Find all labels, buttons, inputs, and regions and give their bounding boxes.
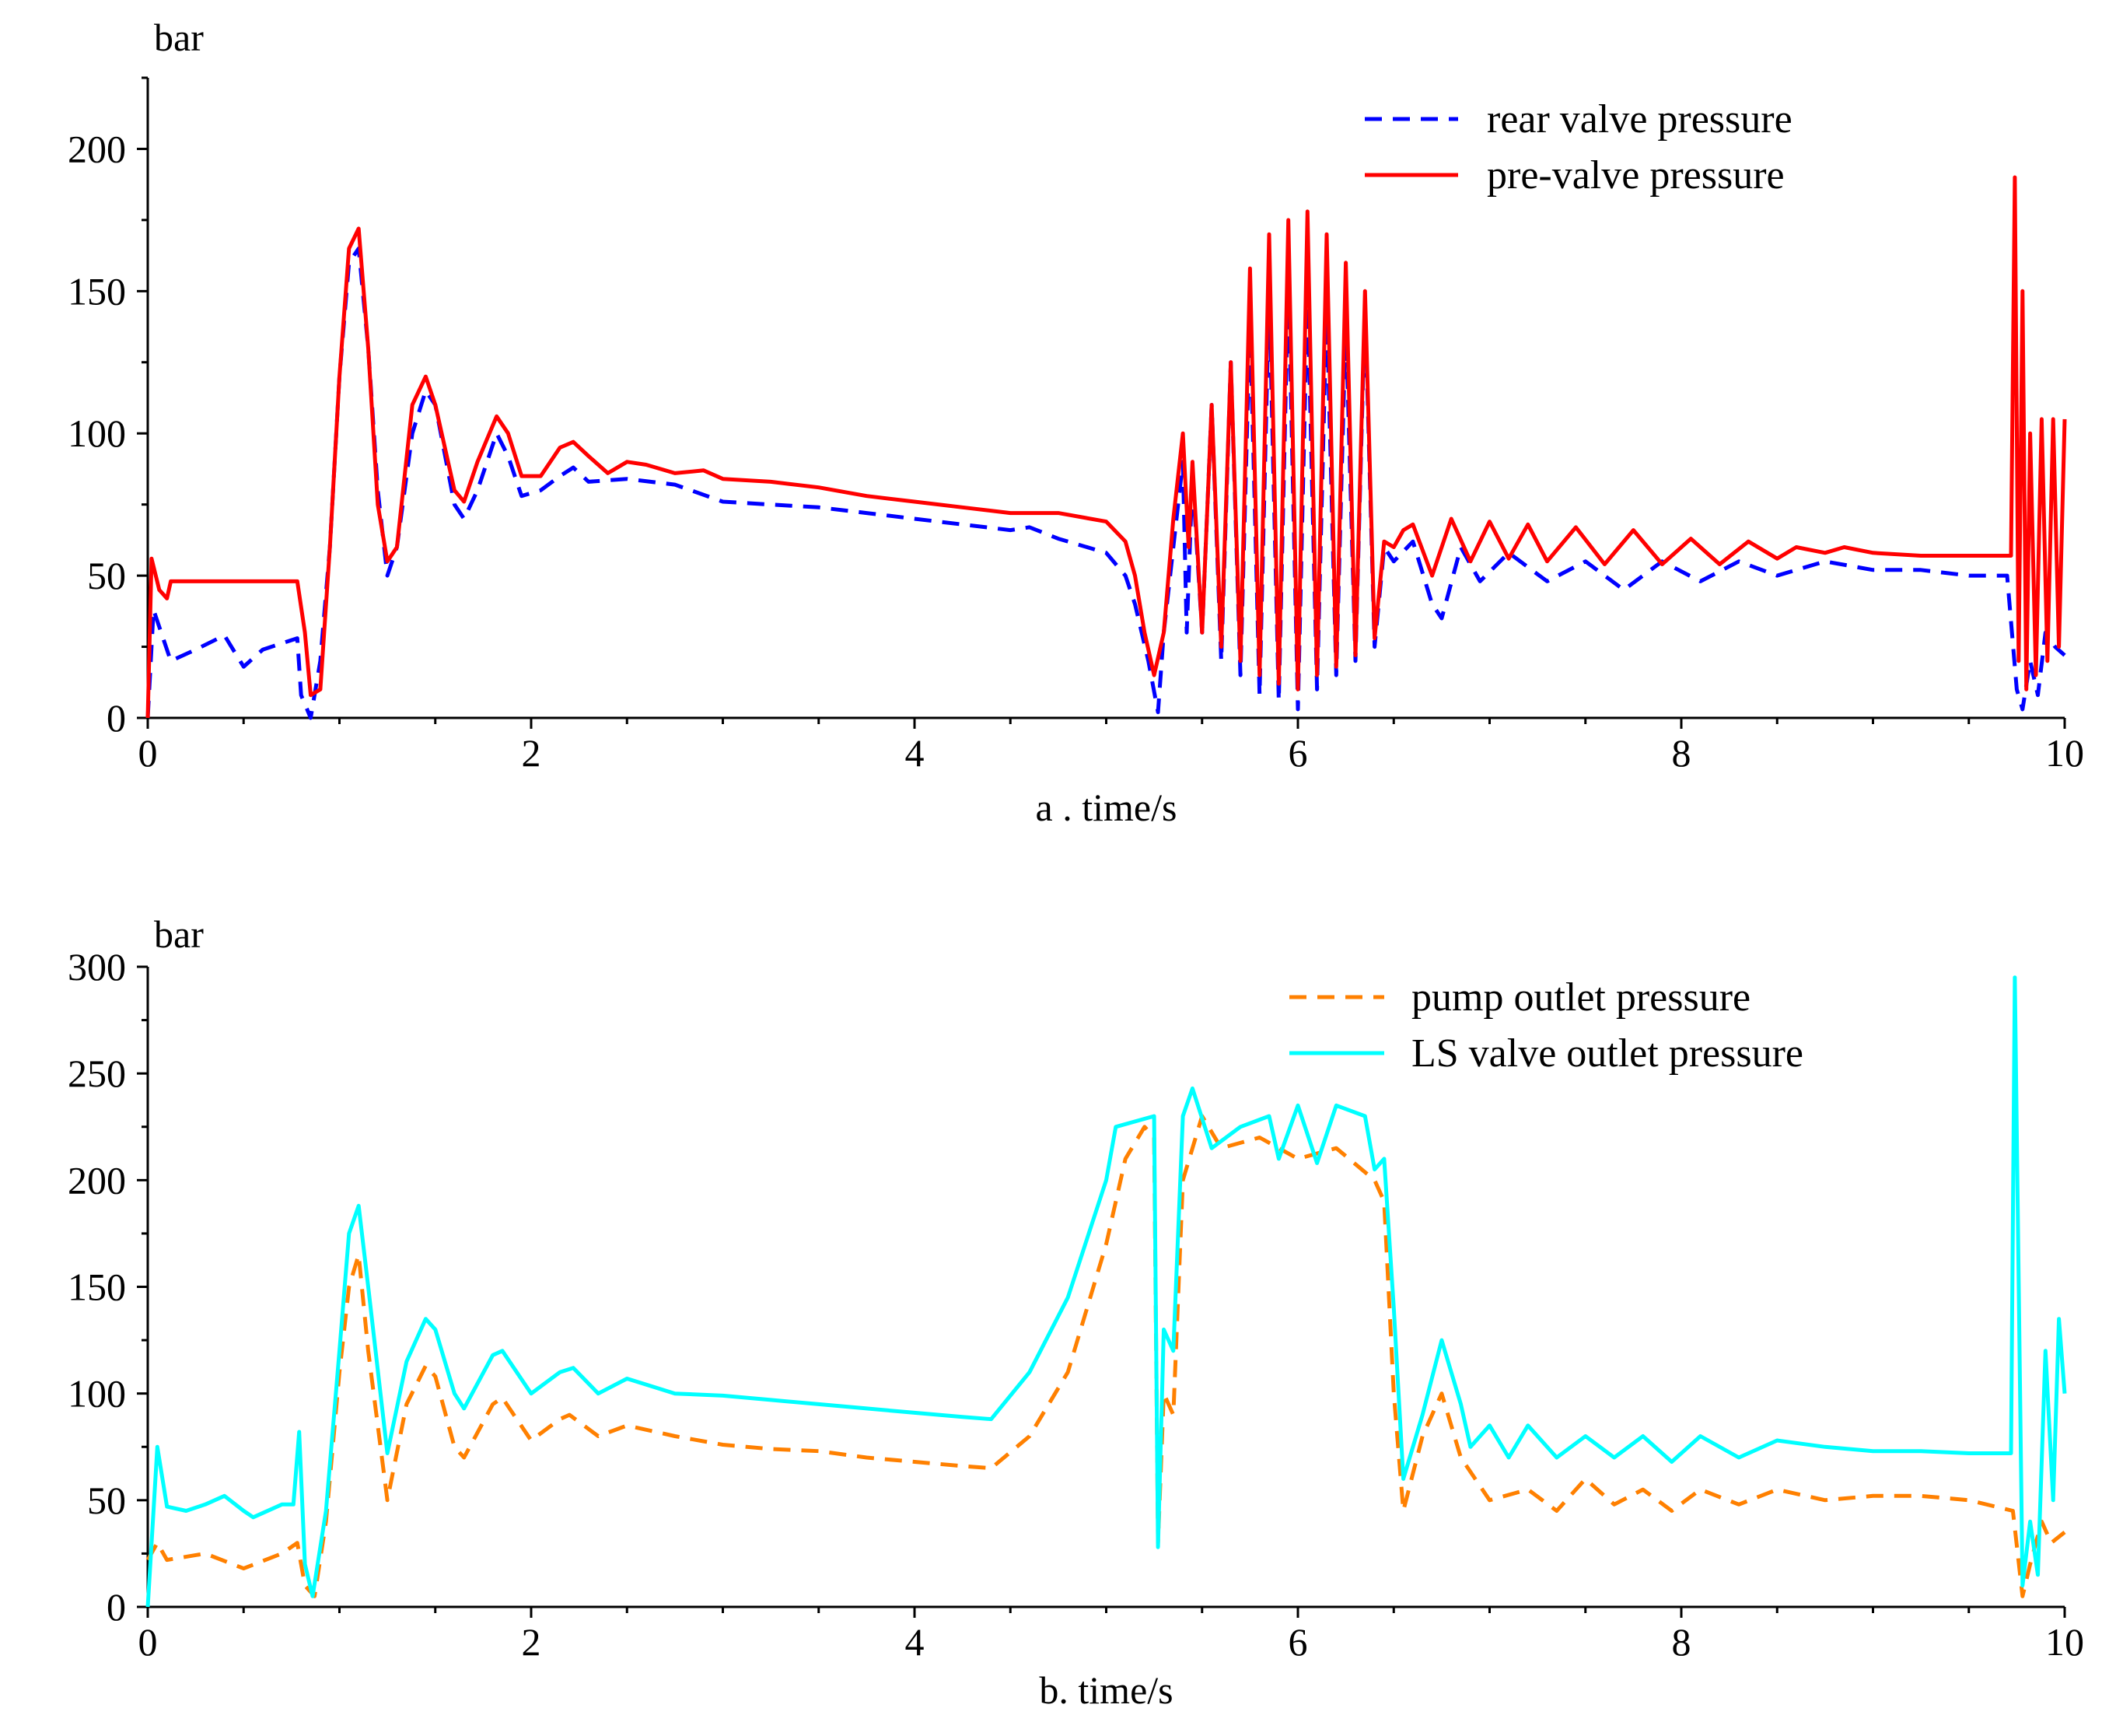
x-tick-label: 6: [1289, 1620, 1308, 1664]
series-line-pre-valve-pressure: [145, 175, 2067, 719]
x-tick-label: 4: [905, 731, 925, 775]
x-axis-label: a . time/s: [1036, 786, 1177, 829]
x-tick-label: 6: [1289, 731, 1308, 775]
x-tick-label: 8: [1672, 1620, 1691, 1664]
y-tick-label: 250: [68, 1052, 126, 1095]
x-tick-label: 2: [522, 1620, 541, 1664]
x-tick-label: 10: [2045, 731, 2084, 775]
y-tick-label: 0: [107, 696, 126, 740]
x-tick-label: 4: [905, 1620, 925, 1664]
y-unit-label: bar: [154, 16, 204, 59]
series-line-rear-valve-pressure: [145, 247, 2066, 720]
legend-label: pre-valve pressure: [1487, 153, 1785, 198]
legend-label: pump outlet pressure: [1411, 975, 1751, 1020]
y-tick-label: 50: [87, 554, 126, 597]
x-tick-label: 0: [138, 1620, 158, 1664]
y-tick-label: 100: [68, 1372, 126, 1416]
y-tick-label: 100: [68, 411, 126, 455]
y-tick-label: 0: [107, 1585, 126, 1629]
x-tick-label: 0: [138, 731, 158, 775]
y-tick-label: 200: [68, 127, 126, 170]
x-tick-label: 2: [522, 731, 541, 775]
x-axis-label: b. time/s: [1039, 1668, 1173, 1712]
y-tick-label: 150: [68, 269, 126, 313]
y-tick-label: 50: [87, 1479, 126, 1522]
x-tick-label: 8: [1672, 731, 1691, 775]
y-tick-label: 150: [68, 1265, 126, 1309]
series-line-pump-outlet-pressure: [145, 1114, 2066, 1598]
y-unit-label: bar: [154, 912, 204, 956]
legend-label: LS valve outlet pressure: [1411, 1031, 1803, 1076]
y-tick-label: 300: [68, 945, 126, 989]
series-line-ls-valve-outlet-pressure: [145, 975, 2067, 1608]
legend-label: rear valve pressure: [1487, 97, 1792, 142]
x-tick-label: 10: [2045, 1620, 2084, 1664]
y-tick-label: 200: [68, 1158, 126, 1202]
